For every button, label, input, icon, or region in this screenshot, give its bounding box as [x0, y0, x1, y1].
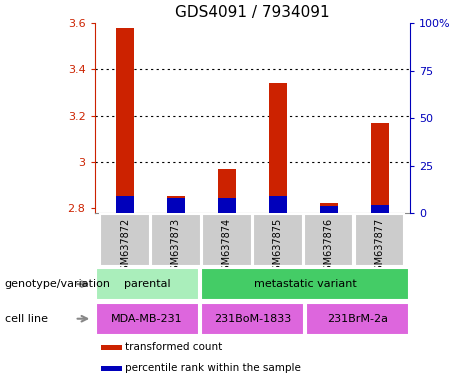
- Bar: [167, 196, 185, 213]
- Text: GSM637875: GSM637875: [273, 217, 283, 276]
- Text: cell line: cell line: [5, 314, 47, 324]
- Bar: [167, 198, 185, 213]
- Bar: [201, 268, 409, 300]
- Bar: [101, 345, 122, 350]
- Bar: [151, 214, 201, 266]
- Bar: [95, 268, 199, 300]
- Bar: [116, 28, 134, 213]
- Bar: [201, 303, 304, 334]
- Text: MDA-MB-231: MDA-MB-231: [111, 314, 183, 324]
- Text: GSM637877: GSM637877: [375, 217, 385, 276]
- Text: 231BoM-1833: 231BoM-1833: [214, 314, 291, 324]
- Bar: [100, 214, 150, 266]
- Text: 231BrM-2a: 231BrM-2a: [327, 314, 388, 324]
- Bar: [355, 214, 404, 266]
- Bar: [269, 196, 287, 213]
- Title: GDS4091 / 7934091: GDS4091 / 7934091: [175, 5, 330, 20]
- Text: parental: parental: [124, 279, 171, 289]
- Bar: [306, 303, 409, 334]
- Text: transformed count: transformed count: [125, 342, 223, 352]
- Bar: [95, 303, 199, 334]
- Text: genotype/variation: genotype/variation: [5, 279, 111, 289]
- Bar: [304, 214, 354, 266]
- Bar: [218, 198, 236, 213]
- Bar: [253, 214, 302, 266]
- Bar: [116, 196, 134, 213]
- Bar: [371, 123, 389, 213]
- Text: GSM637876: GSM637876: [324, 217, 334, 276]
- Bar: [320, 203, 338, 213]
- Text: GSM637872: GSM637872: [120, 217, 130, 276]
- Text: metastatic variant: metastatic variant: [254, 279, 356, 289]
- Bar: [269, 83, 287, 213]
- Text: percentile rank within the sample: percentile rank within the sample: [125, 363, 301, 373]
- Bar: [371, 205, 389, 213]
- Bar: [320, 206, 338, 213]
- Bar: [101, 366, 122, 371]
- Text: GSM637873: GSM637873: [171, 217, 181, 276]
- Bar: [218, 169, 236, 213]
- Text: GSM637874: GSM637874: [222, 217, 232, 276]
- Bar: [202, 214, 252, 266]
